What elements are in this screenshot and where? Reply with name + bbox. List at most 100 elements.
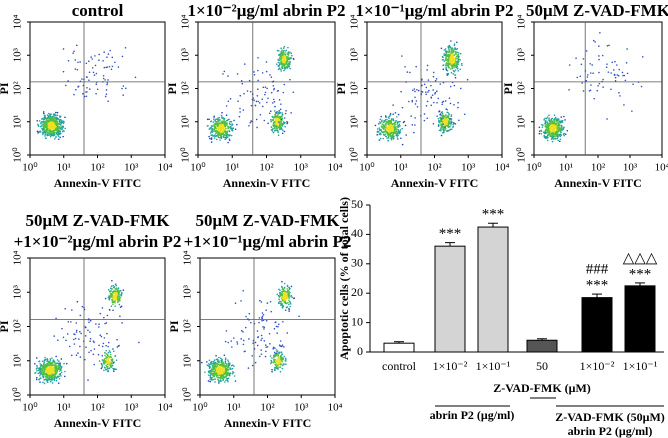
dot xyxy=(40,122,42,124)
dot xyxy=(88,351,90,354)
dot xyxy=(285,293,288,295)
dot xyxy=(51,365,54,368)
dot xyxy=(43,368,46,371)
dot xyxy=(376,128,379,130)
y-tick-label: 10² xyxy=(349,81,361,96)
dot xyxy=(55,364,57,366)
dot xyxy=(37,124,39,126)
dot xyxy=(73,50,75,53)
dot xyxy=(79,356,82,358)
dot xyxy=(108,350,111,352)
dot xyxy=(538,132,541,135)
dot xyxy=(218,363,220,366)
dot xyxy=(111,279,113,282)
dot xyxy=(43,379,46,381)
dot xyxy=(93,341,95,344)
dot xyxy=(256,330,259,332)
dot xyxy=(226,134,228,137)
dot xyxy=(283,355,286,358)
dot xyxy=(43,122,46,124)
dot xyxy=(556,124,559,127)
dot xyxy=(269,355,272,357)
dot xyxy=(273,123,275,125)
dot xyxy=(453,44,456,47)
dot xyxy=(105,359,107,361)
dot xyxy=(606,118,608,120)
dot xyxy=(596,89,599,92)
dot xyxy=(447,115,450,118)
x-tick-label: 10³ xyxy=(124,162,139,174)
dot xyxy=(120,289,122,292)
dot xyxy=(211,370,213,372)
dot xyxy=(216,130,219,133)
dot xyxy=(286,332,289,334)
dot xyxy=(233,365,235,367)
dot xyxy=(394,130,396,133)
dot xyxy=(286,59,288,61)
dot xyxy=(52,134,55,137)
dot xyxy=(46,114,49,116)
dot xyxy=(456,65,458,67)
dot xyxy=(112,291,114,293)
dot xyxy=(561,119,564,122)
dot xyxy=(279,345,282,347)
dot xyxy=(442,56,444,59)
dot xyxy=(438,129,441,132)
dot xyxy=(118,300,121,302)
dot xyxy=(259,299,261,302)
dot xyxy=(48,369,51,372)
dot xyxy=(121,55,124,58)
dot xyxy=(453,48,456,50)
dot xyxy=(113,292,116,294)
dot xyxy=(260,339,262,341)
dot xyxy=(284,63,286,65)
dot xyxy=(557,139,560,142)
dot xyxy=(417,89,420,92)
dot xyxy=(106,314,109,317)
dot xyxy=(451,67,454,70)
dot xyxy=(556,127,559,130)
dot xyxy=(284,51,287,53)
dot xyxy=(275,111,277,114)
dot xyxy=(555,123,557,126)
dot xyxy=(392,136,395,139)
dot xyxy=(249,121,252,124)
dot xyxy=(555,119,557,122)
dot xyxy=(107,79,109,81)
dot xyxy=(107,100,109,102)
dot xyxy=(107,360,110,362)
dot xyxy=(62,126,64,128)
dot xyxy=(446,73,448,75)
dot xyxy=(45,137,47,140)
dot xyxy=(289,67,291,70)
dot xyxy=(53,360,56,363)
dot xyxy=(545,135,548,138)
y-tick-label: 10⁴ xyxy=(182,250,194,265)
dot xyxy=(448,123,451,125)
dot xyxy=(120,294,123,297)
dot xyxy=(380,115,382,118)
bar xyxy=(581,297,613,353)
dot xyxy=(274,321,277,323)
dot xyxy=(276,358,279,361)
dot xyxy=(222,120,225,123)
dot xyxy=(396,123,398,125)
dot xyxy=(260,349,263,351)
dot xyxy=(217,360,219,363)
dot xyxy=(398,123,401,126)
dot xyxy=(55,377,58,380)
dot xyxy=(223,136,225,139)
dot xyxy=(435,90,438,93)
dot xyxy=(284,60,286,63)
dot xyxy=(401,127,404,130)
dot xyxy=(114,283,117,285)
dot xyxy=(392,104,394,106)
dot xyxy=(290,52,293,55)
dot xyxy=(231,346,233,348)
dot xyxy=(415,65,417,68)
dot xyxy=(556,122,558,124)
dot xyxy=(273,120,276,123)
dot xyxy=(220,370,223,373)
x-tick-label: 10⁴ xyxy=(328,402,343,414)
dot xyxy=(259,355,261,358)
